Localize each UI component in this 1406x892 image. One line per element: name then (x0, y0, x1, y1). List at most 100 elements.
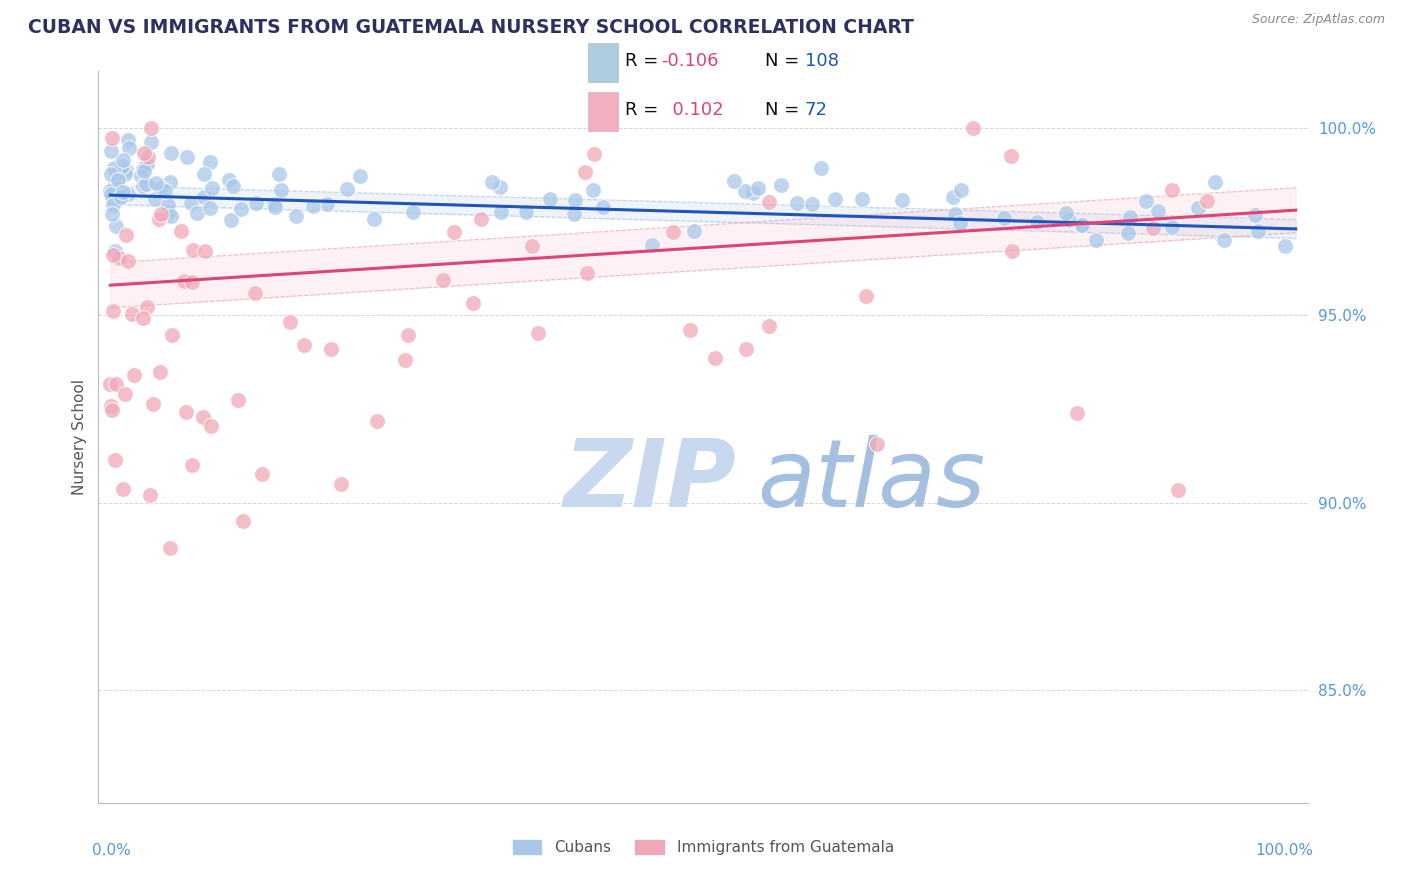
Point (143, 192, 166, 206)
Point (538, 192, 561, 206)
Point (363, 211, 385, 226)
Text: R =: R = (624, 53, 664, 70)
Point (1070, 219, 1092, 233)
Point (218, 173, 240, 187)
Point (110, 164, 132, 178)
Point (243, 286, 266, 301)
Point (149, 181, 172, 195)
Point (181, 243, 204, 257)
Point (219, 212, 242, 227)
Point (134, 159, 156, 173)
Point (278, 315, 301, 329)
Point (683, 224, 706, 238)
Point (160, 209, 183, 223)
Point (104, 453, 127, 467)
Point (101, 192, 124, 206)
Point (170, 224, 193, 238)
Point (366, 414, 388, 428)
Point (160, 145, 183, 160)
Point (301, 198, 323, 212)
Point (104, 219, 127, 233)
Text: 72: 72 (804, 101, 828, 119)
Point (101, 403, 124, 417)
Point (150, 207, 173, 221)
Point (1057, 212, 1080, 227)
Point (112, 153, 135, 168)
Point (641, 237, 664, 252)
Point (98, 376, 121, 391)
Point (866, 437, 889, 451)
Point (176, 150, 198, 164)
Text: 0.0%: 0.0% (93, 843, 131, 858)
Text: R =: R = (624, 101, 664, 119)
Point (294, 338, 316, 352)
Point (136, 150, 159, 164)
Point (148, 211, 170, 226)
Point (1054, 206, 1077, 220)
Point (1274, 238, 1296, 252)
Point (443, 225, 465, 239)
Text: N =: N = (765, 53, 806, 70)
Bar (589, 44, 619, 82)
Point (100, 186, 122, 201)
Text: CUBAN VS IMMIGRANTS FROM GUATEMALA NURSERY SCHOOL CORRELATION CHART: CUBAN VS IMMIGRANTS FROM GUATEMALA NURSE… (28, 18, 914, 37)
Point (107, 192, 129, 206)
Point (121, 307, 143, 321)
Point (100, 399, 122, 413)
Point (181, 458, 204, 473)
Point (489, 204, 512, 219)
Point (174, 405, 197, 419)
Point (180, 196, 202, 211)
Point (394, 353, 416, 368)
Point (104, 176, 127, 190)
Point (100, 168, 122, 182)
Point (574, 165, 596, 179)
Point (136, 300, 159, 314)
Point (1167, 483, 1189, 498)
Point (316, 196, 339, 211)
Y-axis label: Nursery School: Nursery School (72, 379, 87, 495)
Point (135, 177, 157, 191)
Point (734, 184, 756, 198)
Point (229, 202, 252, 216)
Point (138, 488, 160, 502)
Point (232, 515, 254, 529)
Point (1195, 194, 1218, 209)
Text: -0.106: -0.106 (661, 53, 718, 70)
Point (115, 227, 138, 242)
Point (592, 200, 614, 214)
Point (111, 186, 134, 200)
Point (200, 418, 222, 433)
Point (98, 184, 121, 198)
Point (101, 248, 124, 262)
Point (349, 169, 371, 183)
Point (222, 178, 245, 193)
Point (193, 168, 215, 182)
Point (943, 206, 966, 220)
Point (1187, 201, 1209, 215)
Point (489, 180, 512, 194)
Point (786, 195, 808, 210)
Legend: Cubans, Immigrants from Guatemala: Cubans, Immigrants from Guatemala (506, 833, 900, 861)
Point (149, 365, 172, 379)
Point (704, 351, 727, 365)
Point (851, 193, 873, 207)
Point (993, 211, 1015, 226)
Point (1212, 234, 1234, 248)
Point (747, 181, 769, 195)
Point (583, 147, 606, 161)
Point (159, 541, 181, 555)
Bar (589, 92, 619, 130)
Text: atlas: atlas (758, 435, 986, 526)
Point (181, 275, 204, 289)
Point (1160, 219, 1182, 234)
Point (564, 207, 586, 221)
Point (575, 265, 598, 279)
Point (132, 310, 155, 325)
Point (267, 167, 290, 181)
Point (194, 244, 217, 258)
Text: 100.0%: 100.0% (1256, 843, 1313, 858)
Point (949, 216, 972, 230)
Point (264, 200, 287, 214)
Point (949, 183, 972, 197)
